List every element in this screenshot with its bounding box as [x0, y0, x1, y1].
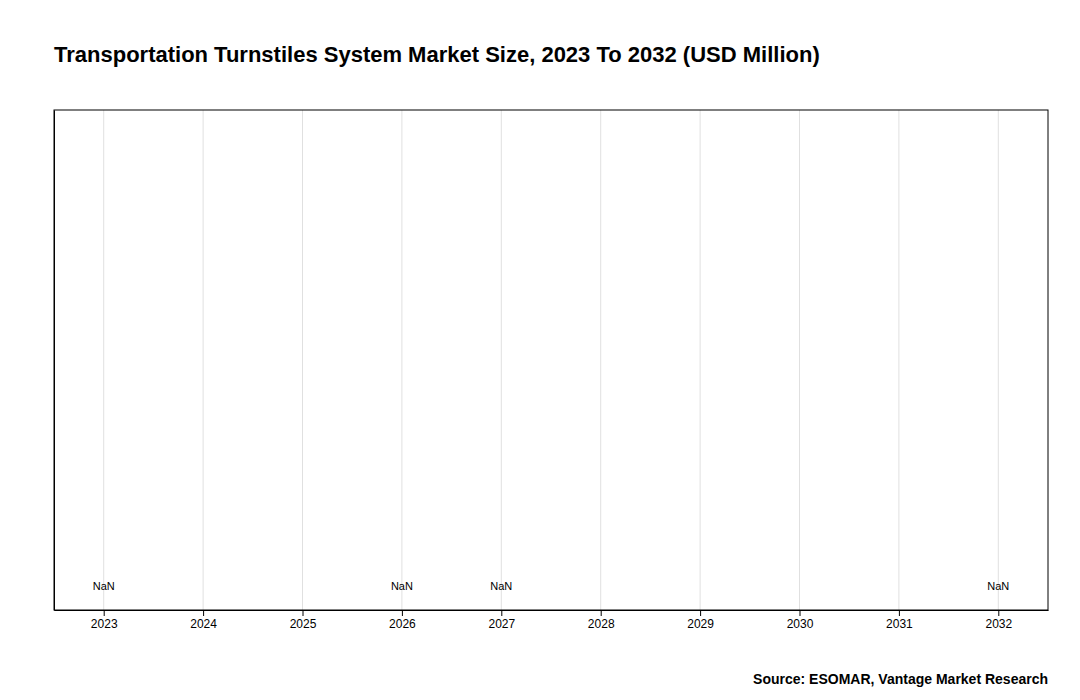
x-tick-mark: [700, 610, 701, 616]
plot-frame: [54, 110, 1048, 610]
grid-line: [103, 110, 104, 610]
grid-line: [302, 110, 303, 610]
grid-line: [700, 110, 701, 610]
plot: 2023 2024 2025 2026 2027 2028 2029 2030 2031 2032…: [54, 110, 1049, 631]
x-tick-label: 2032: [985, 617, 1012, 631]
annotation: NaN: [490, 580, 512, 592]
x-tick-label: 2024: [190, 617, 217, 631]
x-tick: 2032: [985, 610, 1012, 631]
x-tick-mark: [998, 610, 999, 616]
x-tick: 2030: [787, 610, 814, 631]
x-tick-mark: [601, 610, 602, 616]
grid-line: [600, 110, 601, 610]
x-tick-mark: [303, 610, 304, 616]
annotations: NaN NaN NaN NaN: [93, 580, 1010, 592]
x-tick: 2024: [190, 610, 217, 631]
x-tick-label: 2030: [787, 617, 814, 631]
annotation: NaN: [987, 580, 1009, 592]
grid-line: [203, 110, 204, 610]
x-tick: 2029: [687, 610, 714, 631]
grid-line: [501, 110, 502, 610]
title: Transportation Turnstiles System Market …: [54, 42, 820, 67]
x-tick-mark: [203, 610, 204, 616]
x-tick-mark: [402, 610, 403, 616]
x-tick-label: 2025: [290, 617, 317, 631]
annotation: NaN: [391, 580, 413, 592]
x-tick: 2023: [91, 610, 118, 631]
x-tick-label: 2029: [687, 617, 714, 631]
x-tick-mark: [104, 610, 105, 616]
x-tick-label: 2023: [91, 617, 118, 631]
annotation: NaN: [93, 580, 115, 592]
x-tick-mark: [800, 610, 801, 616]
grid-line: [998, 110, 999, 610]
x-tick: 2031: [886, 610, 913, 631]
grid-line: [401, 110, 402, 610]
x-axis: 2023 2024 2025 2026 2027 2028 2029 2030 2031 2032: [55, 610, 1049, 631]
x-tick: 2028: [588, 610, 615, 631]
x-tick: 2025: [290, 610, 317, 631]
source: Source: ESOMAR, Vantage Market Research: [753, 671, 1048, 687]
x-tick-mark: [501, 610, 502, 616]
x-tick-label: 2031: [886, 617, 913, 631]
x-tick-label: 2028: [588, 617, 615, 631]
x-tick: 2026: [389, 610, 416, 631]
grid-line: [898, 110, 899, 610]
x-tick-mark: [899, 610, 900, 616]
x-tick-label: 2026: [389, 617, 416, 631]
grid-line: [799, 110, 800, 610]
marks: [104, 110, 999, 610]
chart: Transportation Turnstiles System Market …: [0, 0, 1080, 700]
x-tick-label: 2027: [488, 617, 515, 631]
x-tick: 2027: [488, 610, 515, 631]
